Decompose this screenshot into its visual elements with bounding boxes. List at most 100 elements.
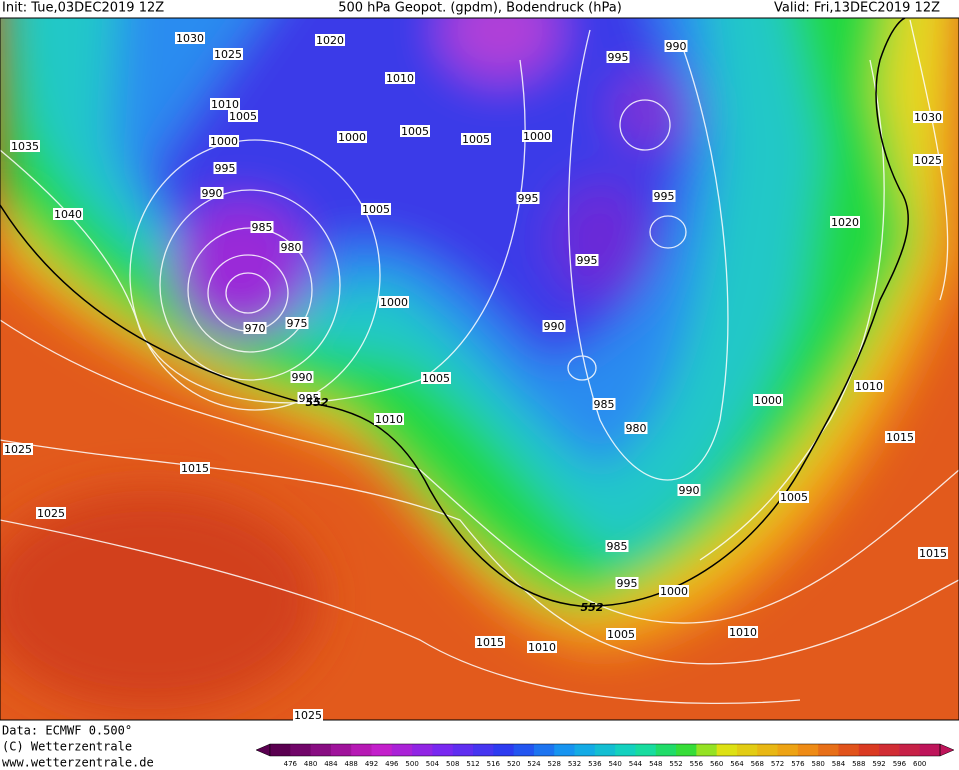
colorbar-swatch (290, 744, 312, 756)
isobar-label: 1025 (4, 443, 32, 456)
colorbar-label: 504 (426, 760, 440, 768)
colorbar-swatch (594, 744, 616, 756)
colorbar-label: 592 (872, 760, 885, 768)
isobar-label: 985 (252, 221, 273, 234)
isobar-label-box (200, 187, 224, 199)
isobar-label: 1030 (176, 32, 204, 45)
isobar-label: 990 (544, 320, 565, 333)
isobar-label-box (779, 491, 809, 503)
colorbar-swatch (797, 744, 819, 756)
colorbar-swatch (473, 744, 494, 756)
isobar-label-box (606, 51, 630, 63)
colorbar-label: 488 (345, 760, 358, 768)
source-url: www.wetterzentrale.de (2, 756, 154, 770)
colorbar-swatch (716, 744, 738, 756)
colorbar-label: 484 (324, 760, 338, 768)
colorbar-label: 524 (527, 760, 541, 768)
colorbar-swatch (452, 744, 474, 756)
colorbar-swatch (655, 744, 677, 756)
field-shading (0, 18, 959, 710)
isobar-label-box (592, 398, 616, 410)
isobar-label: 1000 (754, 394, 782, 407)
colorbar-swatch (858, 744, 880, 756)
colorbar-swatch (554, 744, 576, 756)
isobar-label: 990 (679, 484, 700, 497)
colorbar-swatch (533, 744, 555, 756)
isobar-label-box (285, 317, 309, 329)
isobar-label-box (374, 413, 404, 425)
isobar-label-box (605, 540, 629, 552)
colorbar-swatch (574, 744, 596, 756)
colorbar-label: 508 (446, 760, 459, 768)
isobar-label-box (606, 628, 636, 640)
colorbar-label: 588 (852, 760, 865, 768)
colorbar-label: 560 (710, 760, 723, 768)
isobar-label: 970 (245, 322, 266, 335)
geopotential-label: 552 (306, 396, 329, 409)
colorbar-label: 584 (832, 760, 846, 768)
isobar-label-box (475, 636, 505, 648)
isobar-label-box (228, 110, 258, 122)
map-title: 500 hPa Geopot. (gpdm), Bodendruck (hPa) (338, 1, 622, 16)
isobar-label: 1005 (780, 491, 808, 504)
colorbar: 476 480 484 488 492 496 500 504 508 512 516 520 524 5… (255, 743, 955, 768)
colorbar-label: 564 (730, 760, 744, 768)
isobar-label-box (10, 140, 40, 152)
isobar-label: 1005 (462, 133, 490, 146)
isobar-label-box (615, 577, 639, 589)
colorbar-label: 568 (751, 760, 764, 768)
isobar-label: 985 (607, 540, 628, 553)
isobar-label: 1015 (181, 462, 209, 475)
isobar-label: 995 (299, 392, 320, 405)
init-label: Init: Tue,03DEC2019 12Z (2, 1, 164, 16)
isobar-label: 995 (617, 577, 638, 590)
colorbar-label: 572 (771, 760, 784, 768)
isobar-label: 1030 (914, 111, 942, 124)
isobar-label-box (854, 380, 884, 392)
colorbar-label: 476 (284, 760, 298, 768)
isobar-label: 1040 (54, 208, 82, 221)
colorbar-label: 492 (365, 760, 378, 768)
isobar-label-box (913, 154, 943, 166)
colorbar-swatch (676, 744, 697, 756)
isobar-label-box (209, 135, 239, 147)
colorbar-swatch (351, 744, 373, 756)
isobar-label: 1020 (831, 216, 859, 229)
colorbar-swatch (493, 744, 515, 756)
isobar-label: 1025 (37, 507, 65, 520)
isobar-label: 1010 (855, 380, 883, 393)
isobar-label: 1005 (362, 203, 390, 216)
isobar-label-box (250, 221, 274, 233)
colorbar-label: 576 (791, 760, 805, 768)
colorbar-label: 520 (507, 760, 520, 768)
colorbar-label: 600 (913, 760, 926, 768)
isobar-label-box (461, 133, 491, 145)
copyright: (C) Wetterzentrale (2, 740, 132, 754)
field (0, 18, 959, 720)
isobar-label-box (753, 394, 783, 406)
colorbar-label: 544 (629, 760, 643, 768)
colorbar-label: 580 (811, 760, 824, 768)
isobar-label-box (652, 190, 676, 202)
colorbar-frame (269, 743, 941, 757)
map-frame (0, 17, 959, 721)
colorbar-swatch (310, 744, 332, 756)
isobar-label-box (3, 443, 33, 455)
colorbar-swatch (879, 744, 900, 756)
isobars (0, 19, 959, 705)
isobar-label-box (522, 130, 552, 142)
isobar-label: 1010 (528, 641, 556, 654)
isobar-label: 990 (292, 371, 313, 384)
geopotential-label: 552 (581, 601, 604, 614)
colorbar-label: 596 (893, 760, 907, 768)
isobar-label: 995 (518, 192, 539, 205)
colorbar-label: 496 (385, 760, 399, 768)
isobar-label: 1005 (229, 110, 257, 123)
isobar-label-box (421, 372, 451, 384)
colorbar-swatch (899, 744, 921, 756)
isobar-label: 1025 (294, 709, 322, 722)
isobar-label: 1005 (422, 372, 450, 385)
isobar-label: 1020 (316, 34, 344, 47)
colorbar-swatch (919, 744, 941, 756)
